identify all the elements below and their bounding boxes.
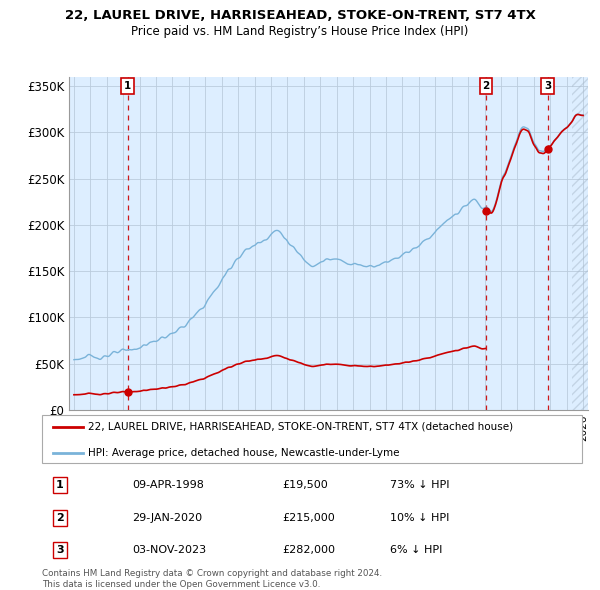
Text: 2: 2 [482, 81, 490, 91]
Text: 2: 2 [56, 513, 64, 523]
FancyBboxPatch shape [42, 415, 582, 463]
Text: 6% ↓ HPI: 6% ↓ HPI [390, 545, 442, 555]
Text: 1: 1 [124, 81, 131, 91]
Bar [572, 77, 600, 410]
Text: Price paid vs. HM Land Registry’s House Price Index (HPI): Price paid vs. HM Land Registry’s House … [131, 25, 469, 38]
Text: 29-JAN-2020: 29-JAN-2020 [132, 513, 202, 523]
Text: 22, LAUREL DRIVE, HARRISEAHEAD, STOKE-ON-TRENT, ST7 4TX (detached house): 22, LAUREL DRIVE, HARRISEAHEAD, STOKE-ON… [88, 422, 513, 432]
Text: 09-APR-1998: 09-APR-1998 [132, 480, 204, 490]
Text: £215,000: £215,000 [282, 513, 335, 523]
Text: 3: 3 [544, 81, 551, 91]
Text: 3: 3 [56, 545, 64, 555]
Text: £282,000: £282,000 [282, 545, 335, 555]
Text: HPI: Average price, detached house, Newcastle-under-Lyme: HPI: Average price, detached house, Newc… [88, 447, 400, 457]
Text: 1: 1 [56, 480, 64, 490]
Text: 73% ↓ HPI: 73% ↓ HPI [390, 480, 449, 490]
Text: 10% ↓ HPI: 10% ↓ HPI [390, 513, 449, 523]
Text: 03-NOV-2023: 03-NOV-2023 [132, 545, 206, 555]
Text: 22, LAUREL DRIVE, HARRISEAHEAD, STOKE-ON-TRENT, ST7 4TX: 22, LAUREL DRIVE, HARRISEAHEAD, STOKE-ON… [65, 9, 535, 22]
Text: Contains HM Land Registry data © Crown copyright and database right 2024.
This d: Contains HM Land Registry data © Crown c… [42, 569, 382, 589]
Bar [572, 77, 596, 410]
Text: £19,500: £19,500 [282, 480, 328, 490]
